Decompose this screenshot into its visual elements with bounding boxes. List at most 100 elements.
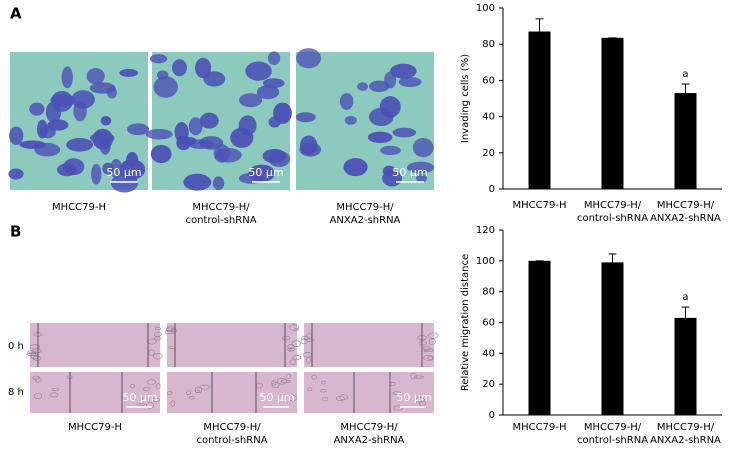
- scale-label: 50 μm: [106, 166, 141, 179]
- error-bar: [681, 83, 690, 94]
- y-tick-label: 60: [482, 318, 495, 329]
- cell: [339, 92, 354, 110]
- cell: [29, 102, 45, 116]
- caption: MHCC79-H: [52, 202, 106, 213]
- scale-label: 50 μm: [122, 391, 157, 404]
- cell: [369, 80, 390, 93]
- cell: [393, 405, 404, 411]
- y-tick-label: 80: [482, 287, 495, 298]
- cell: [305, 338, 315, 342]
- bar: [528, 260, 551, 415]
- cell: [189, 396, 195, 400]
- cell: [110, 158, 123, 179]
- x-tick-label: MHCC79-H/control-shRNA: [577, 200, 648, 224]
- cell: [291, 340, 302, 347]
- cell: [306, 357, 311, 364]
- cell: [335, 396, 345, 402]
- cell: [146, 379, 157, 385]
- y-tick-label: 40: [482, 112, 495, 123]
- cell: [8, 168, 24, 180]
- cell: [146, 338, 157, 345]
- cell: [66, 138, 94, 152]
- image-bg: [167, 323, 297, 367]
- cell: [195, 389, 200, 393]
- cell: [51, 90, 74, 112]
- image-bg: [30, 323, 160, 367]
- cell: [301, 335, 309, 340]
- cell: [126, 123, 150, 136]
- cell: [150, 144, 172, 164]
- cell: [427, 356, 434, 360]
- cell: [166, 391, 173, 395]
- cell: [406, 161, 435, 174]
- cell: [238, 172, 264, 184]
- cell: [89, 82, 116, 94]
- y-axis-label: Relative migration distance: [460, 254, 471, 391]
- cell: [154, 326, 161, 331]
- bar: [674, 93, 697, 189]
- cell: [36, 119, 48, 139]
- cell: [280, 379, 291, 383]
- cell: [172, 59, 187, 77]
- y-tick-label: 40: [482, 348, 495, 359]
- cell: [61, 66, 73, 89]
- wound-image: [26, 323, 163, 367]
- error-bar: [535, 18, 544, 32]
- cell: [412, 138, 434, 158]
- x-tick-label: MHCC79-H: [513, 200, 567, 211]
- cell: [183, 173, 212, 191]
- cell: [136, 403, 146, 407]
- panel-label: B: [10, 223, 21, 241]
- cell: [170, 328, 177, 334]
- scale-label: 50 μm: [248, 166, 283, 179]
- cell: [119, 68, 139, 77]
- cell: [392, 391, 401, 395]
- cell: [239, 93, 263, 108]
- cell: [423, 348, 434, 352]
- cell: [32, 356, 42, 361]
- caption: MHCC79-H/control-shRNA: [185, 202, 256, 226]
- bar: [601, 37, 624, 189]
- cell: [285, 373, 292, 379]
- wound-image: 50 μm: [166, 372, 297, 413]
- cell: [379, 96, 401, 118]
- cell: [295, 112, 316, 123]
- cell: [174, 121, 189, 143]
- micrograph: 50 μm: [295, 48, 435, 190]
- cell: [91, 163, 102, 185]
- cell: [32, 375, 40, 380]
- y-tick-label: 20: [482, 148, 495, 159]
- bar: [674, 317, 697, 415]
- x-tick-label: MHCC79-H: [513, 422, 567, 433]
- wound-image: [164, 323, 302, 367]
- cell: [140, 397, 150, 401]
- bar: [601, 262, 624, 415]
- cell: [145, 128, 173, 140]
- micrograph: 50 μm: [8, 52, 150, 193]
- cell: [268, 150, 291, 167]
- image-bg: [304, 323, 434, 367]
- cell: [238, 115, 257, 136]
- cell: [288, 395, 297, 402]
- cell: [292, 355, 302, 360]
- micrograph: 50 μm: [145, 51, 292, 191]
- cell: [418, 400, 426, 407]
- cell: [273, 102, 292, 124]
- cell: [110, 173, 139, 193]
- cell: [149, 54, 168, 64]
- cell: [245, 61, 272, 81]
- y-tick-label: 100: [476, 256, 495, 267]
- cell: [188, 117, 203, 136]
- cell: [34, 142, 61, 157]
- wound-image: [300, 323, 439, 367]
- wound-image: 50 μm: [304, 372, 434, 413]
- cell: [9, 126, 24, 145]
- error-bar: [681, 306, 690, 318]
- cell: [212, 176, 225, 191]
- cell: [194, 57, 212, 79]
- cell: [357, 82, 369, 91]
- cell: [153, 332, 162, 337]
- cell: [164, 330, 174, 334]
- image-bg: [167, 372, 297, 413]
- cell: [35, 377, 42, 383]
